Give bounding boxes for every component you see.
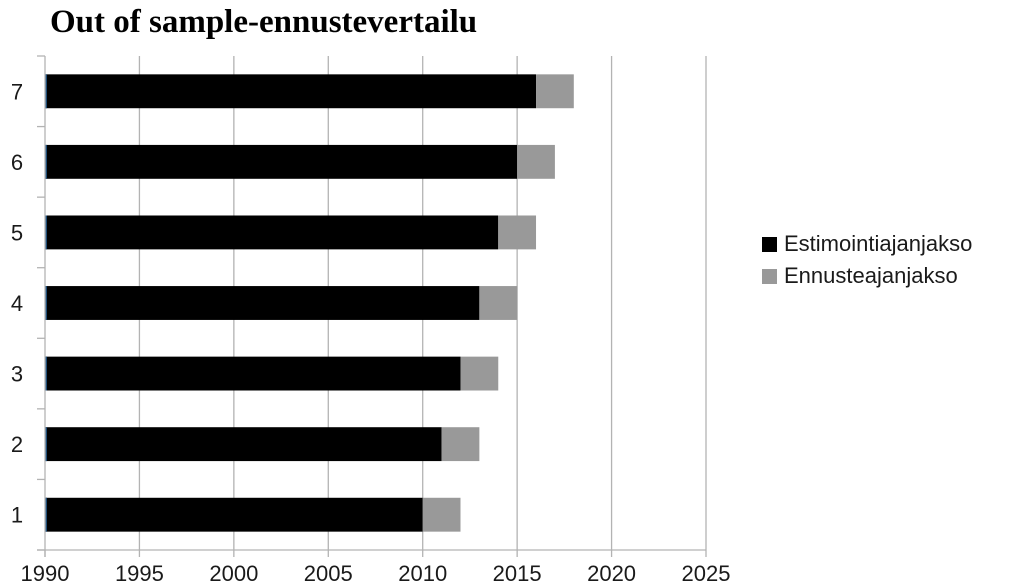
legend-item-estimointiajanjakso: Estimointiajanjakso [762, 228, 972, 260]
x-tick-label-2000: 2000 [209, 561, 258, 584]
legend-swatch-ennusteajanjakso [762, 268, 777, 284]
bar-1-estimointiajanjakso [45, 497, 423, 532]
bar-6-baseline-marker [45, 144, 47, 179]
legend-swatch-estimointiajanjakso [762, 236, 777, 252]
x-tick-label-1995: 1995 [115, 561, 164, 584]
bar-3-baseline-marker [45, 356, 47, 391]
bar-1-ennusteajanjakso [422, 497, 461, 532]
x-tick-label-2020: 2020 [587, 561, 636, 584]
bar-4-estimointiajanjakso [45, 286, 480, 320]
bars [45, 74, 574, 532]
x-tick-label-2010: 2010 [398, 561, 447, 584]
x-tick-label-1990: 1990 [21, 561, 70, 584]
y-tick-label-3: 3 [11, 362, 23, 387]
bar-6-estimointiajanjakso [45, 144, 518, 179]
y-tick-label-6: 6 [11, 150, 23, 175]
x-tick-label-2015: 2015 [493, 561, 542, 584]
bar-6-ennusteajanjakso [517, 144, 555, 179]
axes [37, 55, 707, 557]
bar-3-estimointiajanjakso [45, 356, 461, 391]
legend-item-ennusteajanjakso: Ennusteajanjakso [762, 260, 972, 292]
bar-5-baseline-marker [45, 215, 47, 250]
y-tick-label-5: 5 [11, 220, 23, 245]
bar-5-ennusteajanjakso [498, 215, 537, 250]
tick-labels: 1 2 3 4 5 6 7 1990 1995 2000 2005 2010 2015 2020 2025 [11, 79, 731, 584]
bar-5-estimointiajanjakso [45, 215, 499, 250]
legend-label-ennusteajanjakso: Ennusteajanjakso [784, 263, 958, 288]
bar-4-ennusteajanjakso [479, 286, 518, 320]
y-tick-label-7: 7 [11, 79, 23, 104]
bar-2-ennusteajanjakso [441, 427, 480, 462]
bar-7-estimointiajanjakso [45, 74, 537, 109]
y-tick-label-2: 2 [11, 432, 23, 457]
bar-2-baseline-marker [45, 427, 47, 462]
legend: Estimointiajanjakso Ennusteajanjakso [762, 228, 972, 292]
bar-3-ennusteajanjakso [460, 356, 499, 391]
x-tick-label-2005: 2005 [304, 561, 353, 584]
bar-7-baseline-marker [45, 74, 47, 109]
bar-4-baseline-marker [45, 286, 47, 320]
x-tick-label-2025: 2025 [682, 561, 731, 584]
bar-1-baseline-marker [45, 497, 47, 532]
legend-label-estimointiajanjakso: Estimointiajanjakso [784, 231, 973, 256]
bar-7-ennusteajanjakso [536, 74, 574, 109]
bar-2-estimointiajanjakso [45, 427, 442, 462]
y-tick-label-4: 4 [11, 291, 23, 316]
chart-title: Out of sample-ennustevertailu [50, 4, 478, 40]
y-tick-label-1: 1 [11, 503, 23, 528]
